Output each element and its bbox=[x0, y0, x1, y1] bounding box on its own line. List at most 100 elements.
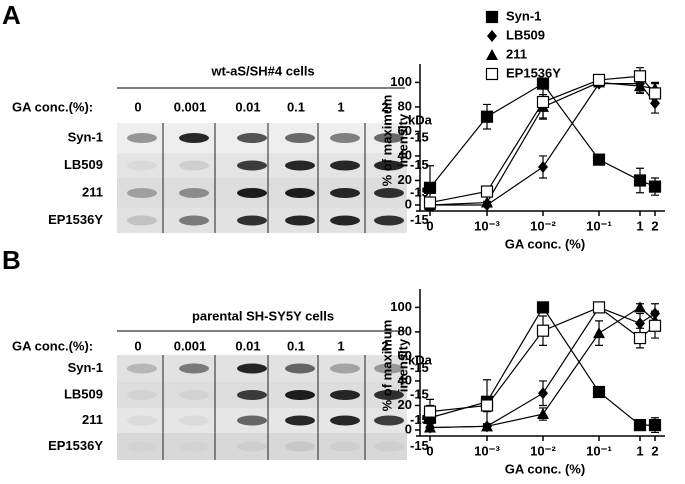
point bbox=[633, 70, 647, 83]
row-label: Syn-1 bbox=[68, 360, 103, 375]
blot-band bbox=[285, 441, 315, 452]
blot-band bbox=[179, 363, 209, 374]
conc-label: GA conc.(%): bbox=[12, 99, 93, 114]
point bbox=[593, 327, 605, 339]
point bbox=[592, 301, 606, 314]
blot-band bbox=[237, 415, 267, 426]
blot-band bbox=[374, 441, 404, 452]
blot-band bbox=[330, 415, 360, 426]
y-tick-label: 20 bbox=[398, 397, 412, 412]
point bbox=[480, 185, 494, 198]
lane-label: 0 bbox=[134, 99, 141, 114]
blot-band bbox=[179, 160, 209, 171]
lane-label: 0.001 bbox=[174, 99, 207, 114]
point bbox=[481, 420, 493, 432]
blot-band bbox=[237, 215, 267, 226]
blot-band bbox=[374, 363, 404, 374]
blot-band bbox=[285, 133, 315, 143]
point bbox=[633, 418, 647, 432]
blot-band bbox=[237, 390, 267, 400]
y-axis-label: intensity bbox=[395, 338, 410, 392]
legend-label: 211 bbox=[506, 46, 527, 61]
lane-label: 1 bbox=[337, 338, 344, 353]
y-tick-label: 0 bbox=[405, 196, 412, 211]
x-tick-label: 0 bbox=[426, 218, 433, 233]
lane-label: 0.01 bbox=[235, 99, 260, 114]
blot-band bbox=[330, 363, 360, 374]
y-tick-label: 40 bbox=[398, 147, 412, 162]
lane-label: 0.1 bbox=[287, 99, 305, 114]
blot-band bbox=[127, 363, 157, 374]
point bbox=[592, 153, 606, 166]
lane-label: 0.1 bbox=[287, 338, 305, 353]
y-tick-label: 100 bbox=[390, 74, 412, 89]
blot-band bbox=[330, 441, 360, 452]
blot-band bbox=[179, 415, 209, 426]
point bbox=[537, 408, 549, 420]
row-label: Syn-1 bbox=[68, 129, 103, 144]
blot-band bbox=[285, 188, 315, 198]
row-label: 211 bbox=[82, 184, 103, 199]
panel-letter: A bbox=[2, 0, 21, 30]
blot-band bbox=[330, 390, 360, 400]
blot-band bbox=[285, 363, 315, 374]
blot-band bbox=[374, 133, 404, 143]
blot-band bbox=[374, 160, 404, 171]
point bbox=[424, 421, 436, 433]
lane-label: 1 bbox=[337, 99, 344, 114]
blot-band bbox=[330, 215, 360, 226]
row-label: EP1536Y bbox=[48, 438, 103, 453]
point bbox=[648, 87, 662, 100]
point bbox=[536, 324, 550, 337]
blot-band bbox=[127, 442, 157, 452]
blot-band bbox=[237, 133, 267, 143]
x-tick-label: 1 bbox=[636, 443, 643, 458]
point bbox=[634, 80, 646, 92]
lane-label: 2 bbox=[381, 338, 388, 353]
blot-band bbox=[285, 160, 315, 171]
legend-marker bbox=[487, 30, 497, 42]
y-tick-label: 20 bbox=[398, 172, 412, 187]
x-tick-label: 10⁻¹ bbox=[586, 443, 612, 458]
blot-band bbox=[237, 160, 267, 171]
y-tick-label: 0 bbox=[405, 421, 412, 436]
lane-label: 2 bbox=[381, 99, 388, 114]
point bbox=[536, 301, 550, 314]
blot-band bbox=[285, 390, 315, 400]
y-tick-label: 60 bbox=[398, 348, 412, 363]
x-tick-label: 0 bbox=[426, 443, 433, 458]
blot-band bbox=[179, 215, 209, 226]
blot-band bbox=[179, 133, 209, 143]
y-tick-label: 80 bbox=[398, 323, 412, 338]
point bbox=[423, 196, 437, 209]
point bbox=[592, 73, 606, 87]
point bbox=[538, 387, 548, 400]
axes bbox=[416, 289, 665, 437]
row-label: LB509 bbox=[64, 386, 103, 401]
point bbox=[538, 160, 548, 173]
point bbox=[648, 180, 662, 193]
blot-band bbox=[330, 188, 360, 198]
conc-label: GA conc.(%): bbox=[12, 338, 93, 353]
lane-label: 0 bbox=[134, 338, 141, 353]
blot-row bbox=[117, 433, 407, 460]
legend-label: LB509 bbox=[506, 27, 545, 42]
blot-band bbox=[179, 188, 209, 198]
x-tick-label: 1 bbox=[636, 218, 643, 233]
point bbox=[633, 331, 647, 345]
blot-band bbox=[127, 133, 157, 143]
blot-band bbox=[374, 188, 404, 198]
point bbox=[423, 405, 437, 418]
point bbox=[648, 418, 662, 432]
blot-band bbox=[330, 133, 360, 143]
blot-band bbox=[237, 441, 267, 452]
row-label: EP1536Y bbox=[48, 212, 103, 227]
legend-marker bbox=[485, 67, 499, 81]
lane-label: 0.001 bbox=[174, 338, 207, 353]
point bbox=[635, 317, 645, 330]
point bbox=[634, 301, 646, 313]
blot-band bbox=[285, 215, 315, 226]
legend-label: Syn-1 bbox=[506, 8, 541, 23]
blot-band bbox=[374, 390, 404, 400]
blot-band bbox=[237, 363, 267, 374]
